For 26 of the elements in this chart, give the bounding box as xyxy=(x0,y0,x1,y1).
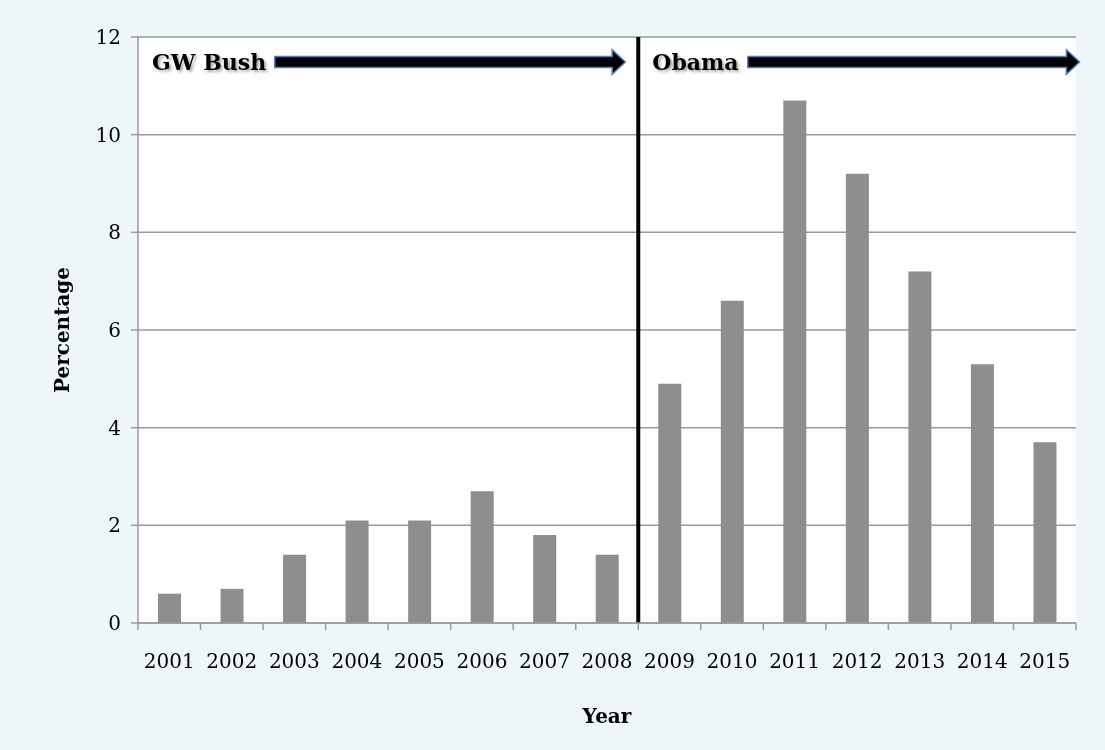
x-tick-label: 2009 xyxy=(644,649,695,673)
y-tick-label: 4 xyxy=(108,415,121,440)
x-tick-label: 2011 xyxy=(769,649,821,673)
x-tick-label: 2001 xyxy=(143,649,195,673)
x-tick-label: 2007 xyxy=(519,649,570,673)
y-tick-label: 2 xyxy=(108,513,121,538)
y-tick-label: 8 xyxy=(108,220,121,245)
x-axis-title: Year xyxy=(581,704,632,728)
y-axis-title: Percentage xyxy=(50,266,74,394)
x-tick-label: 2014 xyxy=(956,649,1008,673)
annotation: Obama xyxy=(652,48,739,77)
x-tick-label: 2002 xyxy=(206,649,258,673)
y-tick-label: 0 xyxy=(108,611,121,636)
x-tick-label: 2003 xyxy=(268,649,320,673)
x-tick-label: 2012 xyxy=(831,649,883,673)
y-tick-label: 6 xyxy=(108,318,121,343)
x-tick-label: 2006 xyxy=(456,649,508,673)
x-tick-label: 2013 xyxy=(894,649,946,673)
y-tick-label: 12 xyxy=(95,25,121,50)
x-tick-label: 2008 xyxy=(581,649,633,673)
y-tick-label: 10 xyxy=(95,122,121,147)
annotation: GW Bush xyxy=(152,48,267,77)
x-tick-label: 2004 xyxy=(331,649,383,673)
x-tick-label: 2015 xyxy=(1019,649,1071,673)
x-tick-label: 2005 xyxy=(393,649,445,673)
x-tick-label: 2010 xyxy=(706,649,758,673)
